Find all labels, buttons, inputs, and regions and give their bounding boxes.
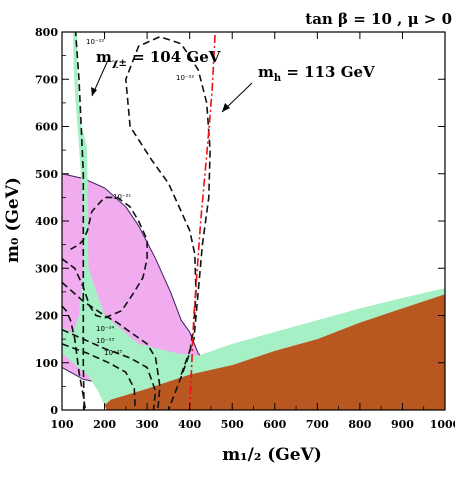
contour-contour-10-24: [61, 281, 161, 411]
contour-left-edge-curve: [61, 305, 87, 411]
chart-title: tan β = 10 , μ > 0: [305, 10, 452, 28]
contour-label-1e-25: 10⁻²⁵: [104, 349, 122, 357]
chargino-mass-label: mχ± = 104 GeV: [96, 48, 221, 69]
contour-contour-10-21: [61, 196, 148, 319]
x-axis-title: m₁/₂ (GeV): [222, 445, 322, 465]
region-charged-lsp: [104, 294, 445, 410]
x-tick-label-400: 400: [178, 418, 201, 431]
x-tick-label-900: 900: [391, 418, 414, 431]
contour-label-1e-23: 10⁻²³: [96, 337, 114, 345]
svg-text:mχ± = 104 GeV: mχ± = 104 GeV: [96, 48, 221, 69]
higgs-mass-label: mh = 113 GeV: [258, 63, 375, 84]
y-tick-label-700: 700: [35, 73, 58, 86]
y-tick-label-100: 100: [35, 357, 58, 370]
region-layer: [61, 32, 445, 410]
contour-contour-10-25: [61, 343, 136, 411]
contour-contour-10-23: [61, 328, 157, 411]
x-tick-label-100: 100: [51, 418, 74, 431]
svg-text:mh = 113 GeV: mh = 113 GeV: [258, 63, 375, 84]
axis-ticks: 1002003004005006007008009001000010020030…: [35, 26, 455, 431]
y-tick-label-600: 600: [35, 121, 58, 134]
y-tick-label-400: 400: [35, 215, 58, 228]
y-tick-label-300: 300: [35, 262, 58, 275]
x-tick-label-300: 300: [136, 418, 159, 431]
contour-labels: 10⁻²² 10⁻²¹ 10⁻²² 10⁻²⁴ 10⁻²³ 10⁻²⁵: [86, 38, 194, 357]
contour-m-104-gev: [74, 31, 85, 411]
y-tick-label-0: 0: [50, 404, 58, 417]
y-tick-label-500: 500: [35, 168, 58, 181]
contour-layer: [61, 31, 216, 411]
higgs-arrowhead: [222, 103, 230, 112]
x-tick-label-600: 600: [263, 418, 286, 431]
contour-label-1e-24: 10⁻²⁴: [96, 325, 114, 333]
x-tick-label-700: 700: [306, 418, 329, 431]
x-tick-label-500: 500: [221, 418, 244, 431]
higgs-limit-line: [188, 31, 216, 411]
contour-label-1e-22-left: 10⁻²²: [86, 38, 104, 46]
chargino-arrowhead: [91, 87, 97, 96]
region-relic-density-upper-strip: [62, 32, 445, 406]
contour-label-1e-21: 10⁻²¹: [113, 193, 131, 201]
y-axis-title: m₀ (GeV): [3, 177, 23, 263]
x-tick-label-800: 800: [348, 418, 371, 431]
contour-label-1e-22-right: 10⁻²²: [176, 74, 194, 82]
y-tick-label-800: 800: [35, 26, 58, 39]
x-tick-label-200: 200: [93, 418, 116, 431]
region-relic-density-lower-band: [62, 327, 207, 384]
y-tick-label-200: 200: [35, 310, 58, 323]
